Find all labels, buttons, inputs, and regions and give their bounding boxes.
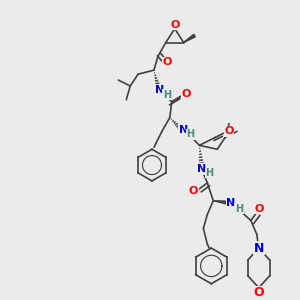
Text: O: O (162, 57, 172, 67)
Text: O: O (254, 204, 263, 214)
Text: O: O (224, 127, 234, 136)
Text: O: O (254, 286, 264, 299)
Polygon shape (213, 201, 227, 204)
Text: H: H (187, 129, 195, 140)
Text: H: H (205, 168, 213, 178)
Text: H: H (235, 204, 243, 214)
Text: N: N (254, 242, 264, 255)
Text: N: N (226, 198, 236, 208)
Text: O: O (182, 89, 191, 99)
Text: H: H (163, 90, 171, 100)
Text: N: N (197, 164, 206, 174)
Text: N: N (155, 85, 164, 95)
Text: N: N (179, 124, 188, 134)
Polygon shape (184, 34, 195, 43)
Text: O: O (189, 186, 198, 196)
Text: O: O (170, 20, 179, 30)
